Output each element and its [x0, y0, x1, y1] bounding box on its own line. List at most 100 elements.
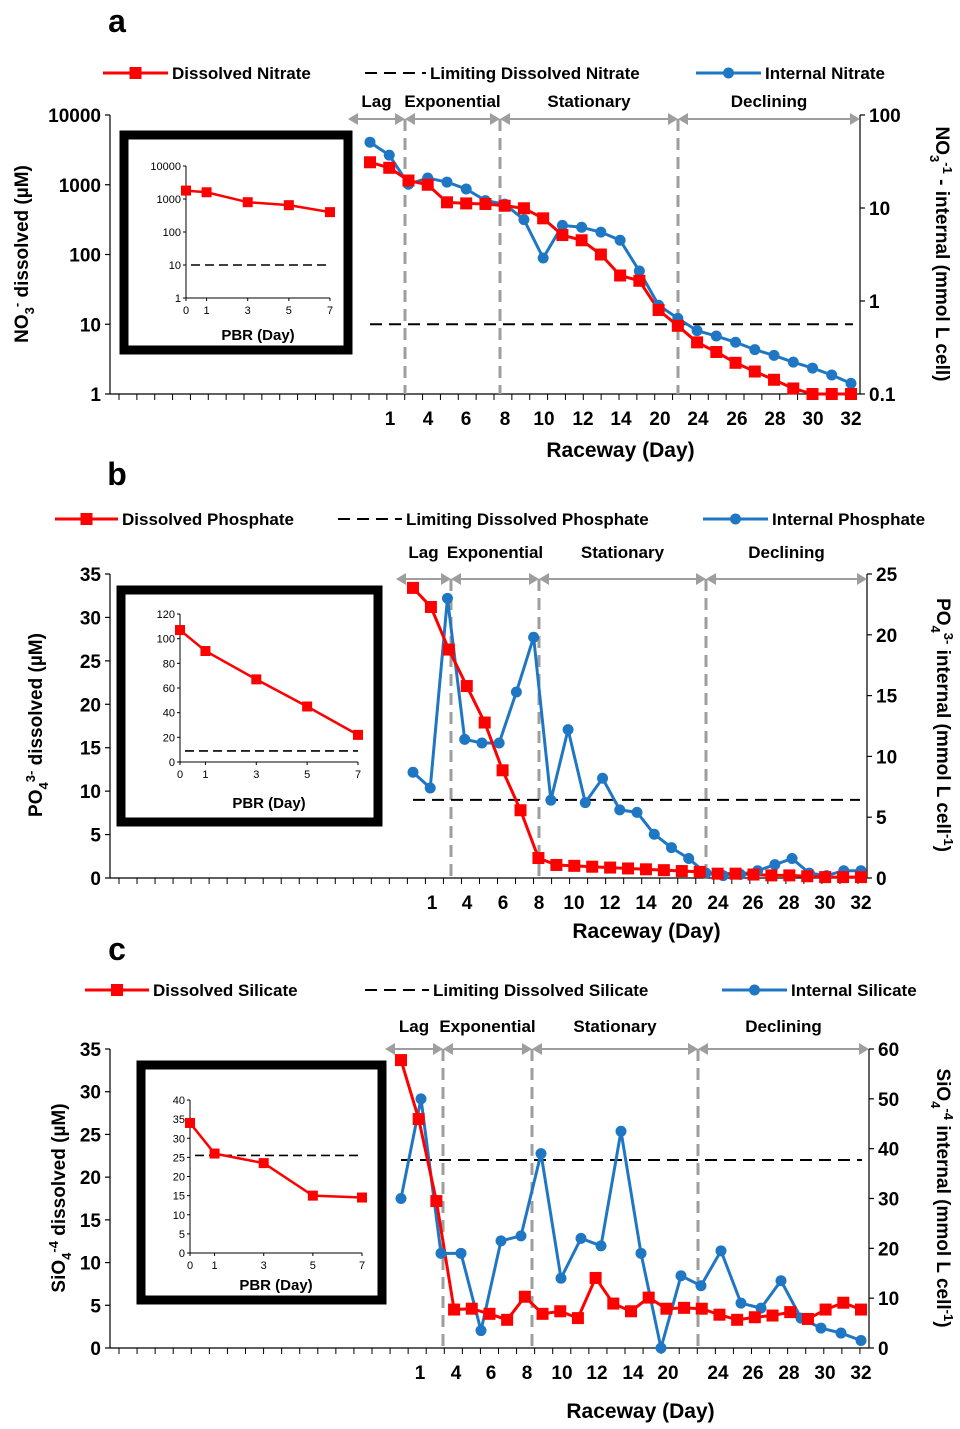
phase-arrowhead-left — [348, 113, 358, 125]
phase-label: Lag — [408, 543, 438, 562]
y-tick-label: 10 — [80, 1254, 101, 1275]
x-tick-label: 20 — [649, 409, 670, 430]
x-tick-label: 12 — [599, 893, 620, 914]
inset-point — [209, 1148, 220, 1159]
dissolved-point — [383, 161, 396, 174]
inset-x-tick-label: 3 — [261, 1260, 267, 1272]
internal-point — [515, 1230, 527, 1242]
inset-point — [175, 625, 185, 636]
inset-point — [181, 185, 191, 196]
dissolved-point — [448, 1303, 461, 1316]
phase-arrowhead-right — [441, 573, 451, 585]
internal-point — [476, 737, 488, 749]
inset-x-tick-label: 0 — [187, 1260, 193, 1272]
internal-point — [562, 724, 574, 736]
dissolved-point — [801, 1312, 814, 1325]
y-tick-label: 35 — [80, 1040, 102, 1061]
inset-x-tick-label: 1 — [204, 305, 210, 317]
dissolved-point — [855, 871, 867, 884]
y-tick-label: 20 — [80, 1168, 101, 1189]
inset-x-tick-label: 1 — [212, 1260, 218, 1272]
panel-a: a Dissolved Nitrate Limiting Dissolved Nit… — [9, 3, 955, 462]
dissolved-point — [652, 304, 665, 317]
internal-point — [545, 794, 557, 806]
dissolved-point — [518, 1290, 531, 1303]
x-tick-label: 10 — [533, 409, 554, 430]
internal-point — [576, 221, 588, 233]
dissolved-point — [639, 863, 652, 876]
legend-label: Dissolved Phosphate — [122, 510, 294, 529]
inset-x-tick-label: 0 — [177, 769, 183, 781]
x-tick-label: 28 — [778, 1363, 799, 1384]
dissolved-point — [671, 319, 684, 332]
x-tick-label: 32 — [850, 893, 871, 914]
inset-x-tick-label: 7 — [355, 769, 361, 781]
inset-y-tick-label: 40 — [173, 1095, 185, 1107]
dissolved-point — [731, 1313, 744, 1326]
internal-point — [475, 1325, 487, 1337]
x-axis-label: Raceway (Day) — [546, 439, 694, 462]
x-tick-label: 8 — [534, 893, 545, 914]
dissolved-point — [695, 1302, 708, 1315]
x-tick-label: 12 — [586, 1363, 607, 1384]
dissolved-point — [837, 871, 850, 884]
dissolved-point — [501, 1313, 514, 1326]
inset-x-tick-label: 0 — [183, 305, 189, 317]
legend-marker-dissolved — [80, 513, 93, 525]
x-tick-label: 30 — [802, 409, 823, 430]
internal-point — [595, 1240, 607, 1252]
y2-tick-label: 100 — [869, 106, 901, 127]
y-tick-label: 1000 — [59, 176, 101, 197]
x-tick-label: 24 — [707, 1363, 729, 1384]
series-dissolved-line — [411, 586, 861, 879]
phase-label: Declining — [748, 543, 825, 562]
internal-point — [855, 1335, 867, 1347]
x-tick-label: 8 — [522, 1363, 533, 1384]
internal-point — [815, 1322, 827, 1334]
legend-label: Dissolved Silicate — [153, 981, 298, 1000]
panel-b: b Dissolved Phosphate Limiting Dissolved P… — [23, 456, 956, 943]
phase-arrowhead-left — [396, 573, 406, 585]
x-tick-label: 14 — [635, 893, 657, 914]
dissolved-point — [784, 1306, 797, 1319]
inset-y-tick-label: 20 — [163, 732, 175, 744]
phase-label: Declining — [745, 1017, 822, 1036]
internal-point — [579, 797, 591, 809]
dissolved-point — [514, 804, 527, 817]
internal-point — [395, 1193, 407, 1204]
y2-tick-label: 0 — [876, 869, 887, 890]
legend-marker-dissolved — [111, 984, 123, 996]
internal-point — [597, 772, 609, 784]
x-tick-label: 6 — [461, 409, 472, 430]
phase-arrowhead-right — [688, 1043, 698, 1055]
phase-arrowhead-right — [522, 1043, 532, 1055]
internal-point — [595, 226, 607, 238]
y-tick-label: 0 — [90, 1339, 101, 1360]
dissolved-point — [496, 764, 509, 777]
inset-point — [242, 197, 253, 208]
dissolved-point — [801, 870, 814, 883]
phase-arrowhead-left — [532, 1043, 542, 1055]
dissolved-point — [407, 581, 419, 594]
inset-y-tick-label: 100 — [157, 634, 175, 646]
phase-arrowhead-right — [433, 1043, 443, 1055]
inset-point — [283, 200, 294, 211]
y-tick-label: 25 — [80, 1125, 102, 1146]
inset-point — [357, 1192, 367, 1203]
inset-x-tick-label: 7 — [327, 305, 333, 317]
internal-point — [807, 362, 819, 374]
inset-y-tick-label: 40 — [163, 708, 175, 720]
phase-arrowhead-right — [668, 113, 678, 125]
dissolved-point — [402, 174, 415, 187]
internal-point — [631, 806, 643, 818]
inset-point — [258, 1158, 269, 1169]
inset-point — [353, 729, 363, 740]
x-tick-label: 10 — [551, 1363, 572, 1384]
internal-point — [769, 859, 781, 871]
legend-label: Dissolved Nitrate — [172, 64, 311, 83]
inset-point — [251, 674, 262, 685]
phase-arrowhead-left — [385, 1043, 395, 1055]
y2-axis-label: SiO4-4 internal (mmol L cell-1) — [928, 1068, 956, 1327]
dissolved-point — [783, 869, 796, 882]
